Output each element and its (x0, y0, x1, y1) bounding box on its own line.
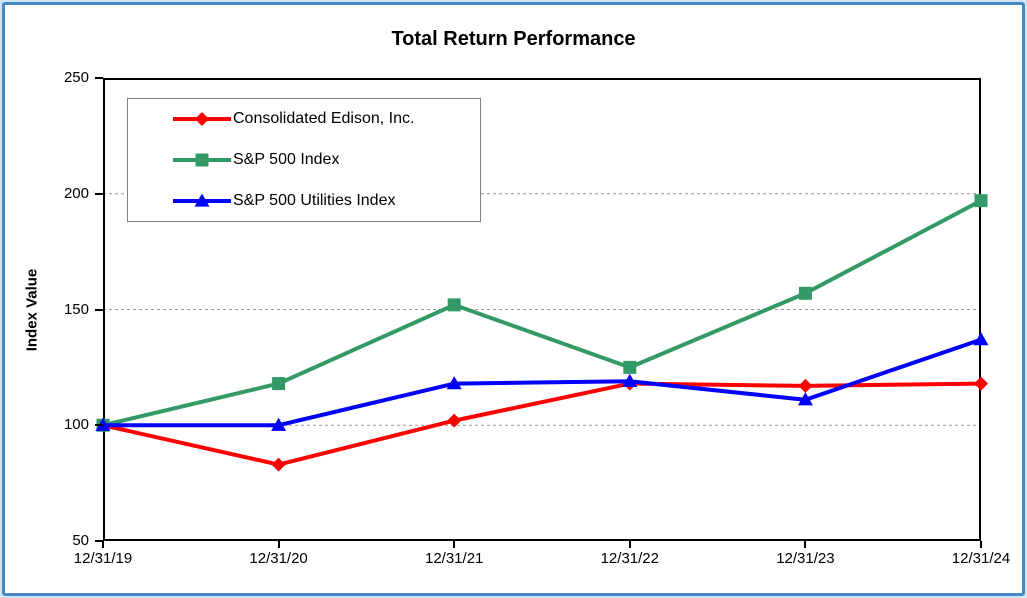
y-tick-label: 50 (72, 532, 89, 549)
triangle-marker (194, 193, 210, 207)
diamond-marker (974, 376, 988, 391)
y-tick-label: 150 (63, 300, 89, 318)
legend-item: S&P 500 Utilities Index (128, 180, 480, 221)
series-line-2 (103, 337, 982, 428)
triangle-marker (622, 373, 638, 387)
square-legend-swatch-icon (173, 153, 231, 167)
diamond-marker (195, 112, 209, 127)
triangle-marker (446, 376, 462, 390)
x-tick-mark (980, 541, 982, 548)
square-marker (272, 377, 286, 391)
x-tick-label: 12/31/19 (73, 550, 133, 567)
x-tick-label: 12/31/21 (424, 550, 484, 567)
diamond-marker (798, 378, 813, 393)
diamond-legend-swatch-icon (173, 112, 231, 127)
square-marker (623, 360, 637, 374)
diamond-marker (447, 413, 462, 428)
x-tick-mark (453, 541, 456, 548)
square-marker (974, 194, 988, 208)
square-marker (447, 298, 461, 312)
chart-title: Total Return Performance (391, 28, 636, 50)
triangle-marker (797, 392, 813, 406)
plot-border (103, 78, 981, 541)
y-tick-mark (95, 192, 103, 195)
legend-item: Consolidated Edison, Inc. (128, 99, 480, 140)
triangle-marker (973, 332, 989, 346)
x-tick-label: 12/31/22 (600, 550, 659, 567)
y-tick-label: 100 (63, 416, 89, 434)
y-tick-mark (95, 308, 103, 311)
triangle-marker (271, 417, 287, 431)
plot-area (95, 78, 989, 541)
triangle-marker (95, 417, 111, 431)
x-tick-mark (277, 541, 280, 548)
x-tick-label: 12/31/23 (776, 550, 835, 567)
legend-item: S&P 500 Index (128, 140, 480, 181)
y-tick-label: 250 (63, 69, 89, 86)
legend-label: S&P 500 Index (233, 151, 340, 168)
series-line-1 (102, 198, 982, 428)
y-tick-mark (95, 540, 103, 542)
series-line-0 (102, 381, 982, 467)
x-tick-mark (804, 541, 807, 548)
square-marker (798, 286, 812, 300)
y-tick-mark (95, 77, 103, 79)
triangle-legend-swatch-icon (173, 193, 231, 207)
x-tick-label: 12/31/20 (249, 550, 308, 567)
x-tick-mark (102, 541, 104, 548)
x-tick-mark (628, 541, 631, 548)
y-tick-label: 200 (63, 184, 89, 202)
diamond-marker (271, 457, 286, 472)
legend: Consolidated Edison, Inc. S&P 500 Index S&… (127, 98, 481, 222)
y-tick-mark (95, 424, 103, 427)
legend-label: Consolidated Edison, Inc. (233, 110, 415, 128)
x-tick-label: 12/31/24 (951, 550, 1011, 567)
legend-label: S&P 500 Utilities Index (233, 191, 396, 209)
square-marker (195, 153, 209, 167)
